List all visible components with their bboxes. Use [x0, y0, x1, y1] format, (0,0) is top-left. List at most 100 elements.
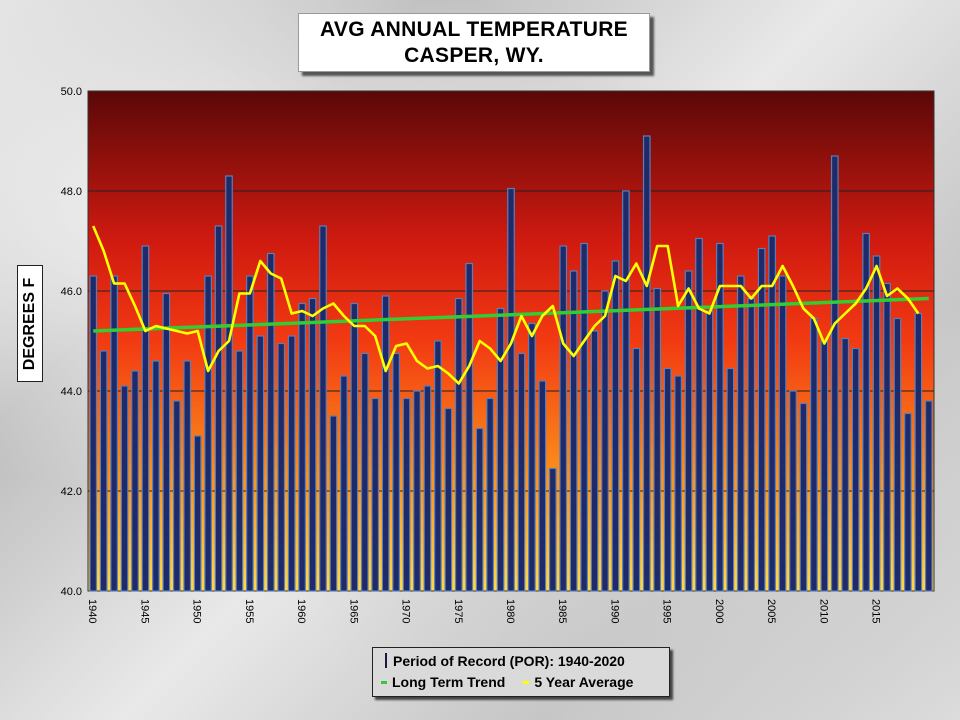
bar — [872, 255, 881, 592]
bar — [193, 435, 202, 592]
y-axis-label: DEGREES F — [21, 277, 38, 370]
legend-avg-swatch — [523, 681, 530, 684]
x-tick-label: 1990 — [608, 599, 620, 623]
bar — [204, 275, 212, 592]
bar — [454, 297, 463, 592]
x-tick-label: 1960 — [295, 599, 307, 623]
x-tick-label: 1955 — [243, 599, 255, 623]
bar — [747, 297, 756, 592]
bar — [559, 245, 568, 592]
bar — [246, 275, 254, 592]
bar — [663, 367, 672, 592]
bar — [99, 350, 108, 592]
y-tick-label: 42.0 — [61, 486, 82, 498]
bar — [653, 287, 662, 592]
bar — [162, 292, 171, 592]
legend-label-trend: Long Term Trend — [392, 674, 506, 690]
five-year-average-line — [92, 225, 920, 385]
bar — [475, 427, 484, 592]
bar — [266, 252, 275, 592]
bar — [465, 262, 474, 592]
bar — [89, 275, 98, 592]
bar — [350, 302, 359, 592]
bar — [507, 187, 515, 592]
bar — [538, 380, 547, 592]
bar — [914, 312, 923, 592]
bar — [141, 245, 150, 592]
chart-title-box: AVG ANNUAL TEMPERATURE CASPER, WY. — [298, 13, 650, 72]
bar — [684, 270, 693, 592]
bar — [287, 335, 296, 592]
line-series — [92, 225, 929, 385]
x-tick-label: 1980 — [504, 599, 516, 623]
bar — [883, 282, 891, 592]
bar — [496, 307, 505, 592]
bar — [757, 247, 766, 592]
bar — [820, 340, 829, 592]
bar — [423, 385, 432, 592]
bar — [611, 260, 620, 592]
chart-title-line-1: AVG ANNUAL TEMPERATURE — [320, 18, 628, 41]
bar — [517, 352, 526, 592]
bar-series — [89, 135, 933, 592]
bar — [256, 335, 265, 592]
bar — [642, 135, 651, 592]
bar — [183, 360, 192, 592]
bar — [235, 350, 244, 592]
bar — [841, 337, 850, 592]
bar — [381, 295, 390, 592]
x-tick-label: 1985 — [556, 599, 568, 623]
y-tick-label: 40.0 — [61, 586, 82, 598]
bar — [319, 225, 327, 592]
bar — [120, 385, 129, 592]
bar — [569, 270, 578, 592]
bar — [768, 235, 776, 592]
bar — [434, 340, 442, 592]
y-axis-label-box: DEGREES F — [17, 265, 43, 382]
legend-bar-swatch — [385, 653, 387, 668]
bar — [131, 370, 139, 592]
x-tick-label: 1965 — [347, 599, 359, 623]
bar — [308, 297, 317, 592]
legend-trend-swatch — [381, 681, 387, 684]
bar — [486, 397, 494, 592]
bar — [360, 352, 369, 592]
bar — [726, 367, 735, 592]
bar — [152, 360, 160, 592]
bar — [601, 290, 609, 592]
bar — [893, 317, 902, 592]
bar — [298, 302, 306, 592]
bar — [778, 275, 787, 592]
x-tick-label: 1940 — [86, 599, 98, 623]
x-tick-label: 1950 — [191, 599, 203, 623]
bar — [810, 317, 818, 592]
bar — [924, 400, 933, 592]
y-tick-label: 50.0 — [61, 86, 82, 98]
x-tick-label: 2010 — [817, 599, 829, 623]
bar — [632, 347, 641, 592]
bar — [110, 275, 118, 592]
bar — [277, 342, 286, 592]
y-tick-label: 46.0 — [61, 286, 82, 298]
x-tick-label: 2005 — [765, 599, 777, 623]
bar — [392, 352, 400, 592]
bar — [705, 310, 714, 592]
bar — [799, 402, 808, 592]
bar — [214, 225, 223, 592]
x-axis-ticks: 1940 1945 1950 1955 1960 1965 1970 1975 1980 1985… — [86, 599, 881, 623]
x-tick-label: 1970 — [400, 599, 412, 623]
bar — [548, 467, 557, 592]
x-tick-label: 2000 — [713, 599, 725, 623]
bar — [371, 397, 380, 592]
bar — [329, 415, 338, 592]
bar — [172, 400, 181, 592]
chart-title-line-2: CASPER, WY. — [404, 44, 544, 67]
x-tick-label: 2015 — [870, 599, 882, 623]
legend-label-avg: 5 Year Average — [534, 674, 634, 690]
bar — [674, 375, 682, 592]
bar — [851, 347, 860, 592]
bar — [225, 175, 233, 592]
bar — [862, 232, 870, 592]
y-axis-ticks: 40.0 42.0 44.0 46.0 48.0 50.0 — [61, 86, 82, 598]
x-tick-label: 1995 — [661, 599, 673, 623]
